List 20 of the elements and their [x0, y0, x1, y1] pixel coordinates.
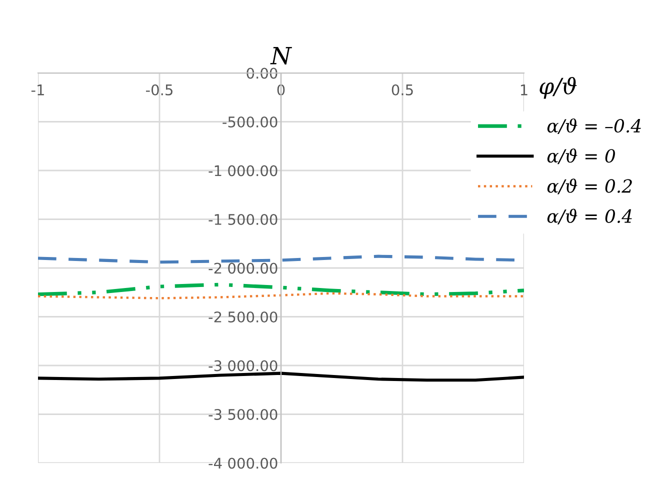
legend-label: α/ϑ = 0 — [547, 148, 615, 164]
x-axis-title: φ/ϑ — [540, 76, 577, 99]
y-tick-label: -2 500.00 — [208, 311, 278, 322]
y-tick-label: -500.00 — [222, 116, 278, 128]
y-tick-label: -3 000.00 — [208, 360, 278, 372]
x-tick-label: 1 — [520, 84, 528, 96]
y-tick-label: -1 500.00 — [208, 214, 278, 225]
y-axis-title: N — [270, 46, 292, 65]
legend-label: α/ϑ = 0.4 — [547, 208, 632, 224]
x-tick-label: 0.5 — [392, 84, 413, 96]
y-tick-label: -3 500.00 — [208, 408, 278, 420]
legend-label: α/ϑ = 0.2 — [547, 178, 632, 194]
y-tick-label: -2 000.00 — [208, 262, 278, 274]
line-series — [38, 282, 524, 296]
x-tick-label: -1 — [31, 84, 44, 96]
y-tick-label: -4 000.00 — [208, 458, 278, 469]
legend-label: α/ϑ = –0.4 — [547, 118, 641, 134]
line-series — [38, 372, 524, 382]
x-tick-label: -0.5 — [146, 84, 172, 96]
y-tick-label: -1 000.00 — [208, 165, 278, 176]
